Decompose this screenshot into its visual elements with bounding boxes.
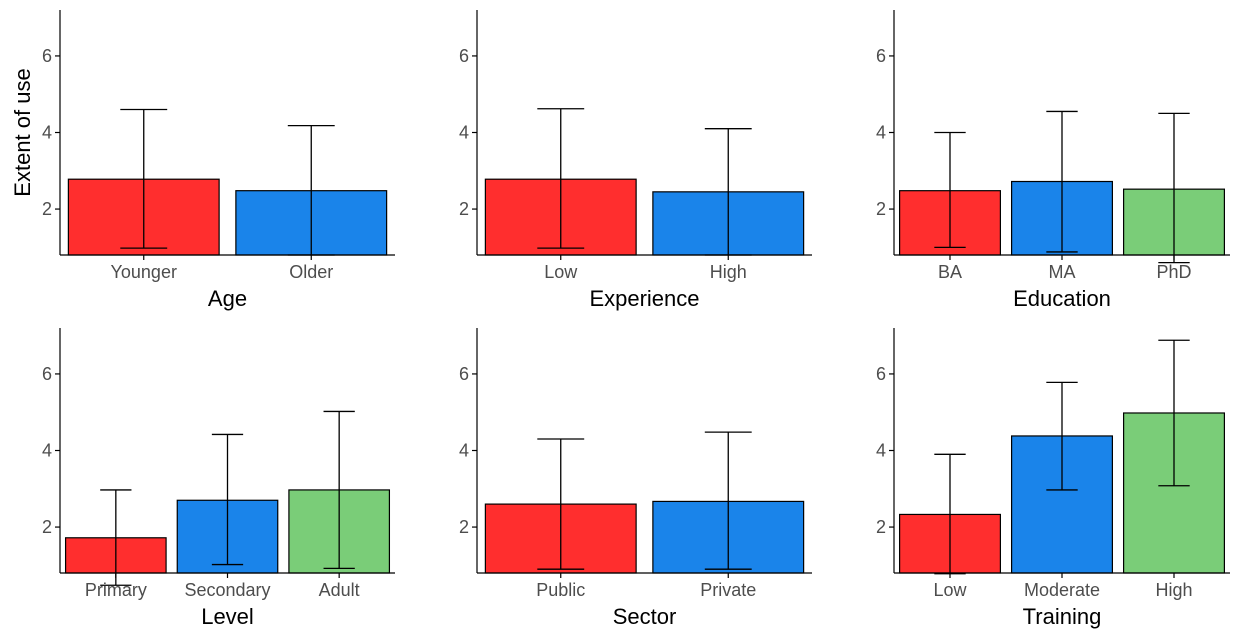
y-tick-label: 2 bbox=[42, 517, 52, 537]
error-bar-primary bbox=[100, 489, 132, 586]
x-tick-label: Public bbox=[536, 580, 585, 600]
error-bar-secondary bbox=[211, 433, 244, 566]
y-tick-label: 4 bbox=[876, 441, 886, 461]
x-tick-label: High bbox=[710, 262, 747, 282]
x-tick-label: PhD bbox=[1156, 262, 1191, 282]
x-axis-title: Education bbox=[1013, 286, 1111, 311]
x-tick-label: Low bbox=[933, 580, 967, 600]
y-tick-label: 2 bbox=[876, 199, 886, 219]
y-tick-label: 6 bbox=[42, 46, 52, 66]
error-bar-younger bbox=[120, 108, 168, 249]
x-tick-label: Primary bbox=[85, 580, 147, 600]
error-bar-high bbox=[1158, 339, 1190, 487]
x-tick-label: Older bbox=[289, 262, 333, 282]
x-axis-title: Level bbox=[201, 604, 254, 629]
x-axis-title: Experience bbox=[589, 286, 699, 311]
x-axis-title: Sector bbox=[613, 604, 677, 629]
error-bar-ma bbox=[1046, 110, 1078, 253]
x-tick-label: Low bbox=[544, 262, 578, 282]
x-tick-label: Moderate bbox=[1024, 580, 1100, 600]
error-bar-phd bbox=[1158, 112, 1190, 264]
panel-sector: 2 4 6 Public Private Sector bbox=[459, 328, 812, 629]
panel-training: 2 4 6 Low Moderate High Training bbox=[876, 328, 1230, 629]
panel-experience: 2 4 6 Low High Experience bbox=[459, 10, 812, 311]
y-tick-label: 4 bbox=[42, 441, 52, 461]
x-tick-label: MA bbox=[1049, 262, 1076, 282]
y-tick-label: 6 bbox=[876, 46, 886, 66]
y-tick-label: 2 bbox=[876, 517, 886, 537]
x-tick-label: BA bbox=[938, 262, 962, 282]
x-tick-label: High bbox=[1155, 580, 1192, 600]
error-bar-moderate bbox=[1046, 381, 1078, 491]
x-tick-label: Adult bbox=[319, 580, 360, 600]
y-tick-label: 4 bbox=[42, 123, 52, 143]
y-tick-label: 4 bbox=[876, 123, 886, 143]
error-bar-ba bbox=[934, 131, 966, 248]
y-tick-label: 2 bbox=[459, 517, 469, 537]
error-bar-private bbox=[704, 431, 752, 570]
y-tick-label: 6 bbox=[42, 364, 52, 384]
x-axis-title: Training bbox=[1023, 604, 1102, 629]
y-tick-label: 6 bbox=[459, 46, 469, 66]
panel-education: 2 4 6 BA MA PhD Education bbox=[876, 10, 1230, 311]
y-tick-label: 4 bbox=[459, 441, 469, 461]
panel-age: 2 4 6 Younger Older Age Extent of use bbox=[10, 10, 395, 311]
error-bar-adult bbox=[323, 410, 355, 570]
x-axis-title: Age bbox=[208, 286, 247, 311]
y-tick-label: 4 bbox=[459, 123, 469, 143]
y-tick-label: 2 bbox=[459, 199, 469, 219]
x-tick-label: Secondary bbox=[184, 580, 270, 600]
y-tick-label: 2 bbox=[42, 199, 52, 219]
error-bar-low bbox=[537, 108, 585, 249]
x-tick-label: Private bbox=[700, 580, 756, 600]
y-tick-label: 6 bbox=[876, 364, 886, 384]
y-axis-title: Extent of use bbox=[10, 68, 35, 196]
x-tick-label: Younger bbox=[111, 262, 177, 282]
y-tick-label: 6 bbox=[459, 364, 469, 384]
error-bar-public bbox=[537, 438, 585, 570]
panel-level: 2 4 6 Primary Secondary Adult Level bbox=[42, 328, 395, 629]
